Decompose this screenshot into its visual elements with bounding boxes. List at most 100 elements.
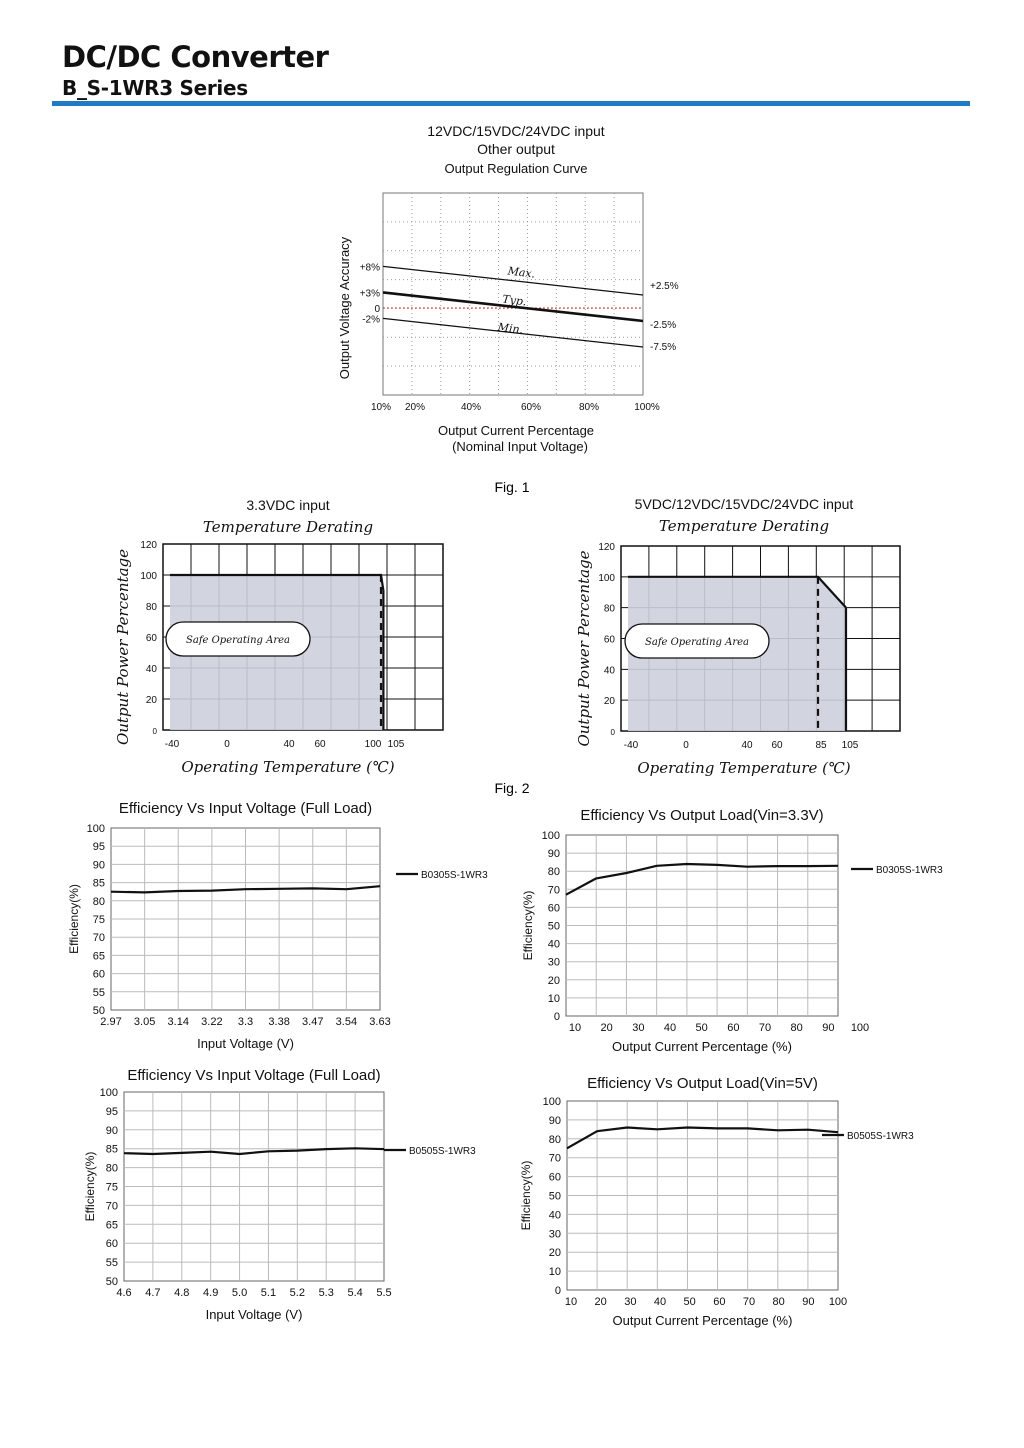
reg-series-line [382,291,644,323]
derate33-y-tick: 80 [146,602,158,613]
derate5-region-pill [624,623,770,659]
eff_load_5-x-tick: 30 [624,1296,636,1308]
eff_load_5-x-tick: 100 [829,1296,847,1308]
derate5-y-tick: 40 [604,665,616,676]
page-subtitle: B_S-1WR3 Series [62,76,248,100]
eff_load_5-title: Efficiency Vs Output Load(Vin=5V) [587,1075,818,1092]
eff_load_33-y-tick: 10 [548,993,560,1005]
reg-plot-frame [382,192,644,396]
reg-ylabel: Output Voltage Accuracy [337,236,352,379]
reg-right-label: -2.5% [650,320,676,331]
eff_load_33-y-tick: 30 [548,957,560,969]
reg-x-tick: 100% [634,402,660,413]
eff_vin_5-y-tick: 65 [106,1219,118,1231]
eff_load_33-x-tick: 90 [822,1022,834,1034]
eff_vin_5-xlabel: Input Voltage (V) [206,1307,303,1322]
derate5-subtitle: Temperature Derating [659,517,829,535]
eff_load_5-y-tick: 0 [555,1285,561,1297]
reg-x-tick: 60% [521,402,541,413]
eff_vin_5-y-tick: 100 [100,1087,118,1099]
eff_vin_5-title: Efficiency Vs Input Voltage (Full Load) [127,1067,380,1084]
derate5-region-label: Safe Operating Area [645,637,749,648]
eff_load_33-y-tick: 70 [548,884,560,896]
eff_load_33-y-tick: 60 [548,902,560,914]
eff_load_33-y-tick: 100 [542,830,560,842]
reg-left-label: 0 [374,304,380,315]
derate33-region-label: Safe Operating Area [186,635,290,646]
eff_load_5-y-tick: 70 [549,1153,561,1165]
eff_vin_5-y-tick: 80 [106,1163,118,1175]
eff_vin_33-y-tick: 60 [93,969,105,981]
eff_load_5-x-tick: 90 [802,1296,814,1308]
eff_vin_33-y-tick: 80 [93,896,105,908]
derate5-x-tick: 60 [771,740,783,751]
derate5-xlabel: Operating Temperature (℃) [637,759,850,777]
derate5-y-tick: 100 [598,573,615,584]
reg-title-line-2: Other output [477,141,555,157]
eff_vin_33-y-tick: 65 [93,950,105,962]
eff_vin_33-x-tick: 3.22 [201,1016,222,1028]
eff_vin_5-x-tick: 5.5 [376,1287,391,1299]
eff_load_5-y-tick: 30 [549,1228,561,1240]
eff_load_5-y-tick: 10 [549,1266,561,1278]
eff_load_5-x-tick: 40 [654,1296,666,1308]
eff_load_33-x-tick: 50 [696,1022,708,1034]
eff_vin_33-y-tick: 75 [93,914,105,926]
derate5-derating-line [628,575,847,609]
eff_load_5-x-tick: 60 [713,1296,725,1308]
reg-series-label: Typ. [502,293,527,309]
eff_load_33-title: Efficiency Vs Output Load(Vin=3.3V) [580,807,823,824]
derate5-x-tick: 0 [683,740,689,751]
derate5-x-tick: 40 [741,740,753,751]
reg-x-tick: 10% [371,402,391,413]
eff_vin_33-y-tick: 100 [87,823,105,835]
eff_vin_5-x-tick: 4.8 [174,1287,189,1299]
eff_vin_33-y-tick: 55 [93,987,105,999]
eff_vin_33-x-tick: 3.63 [369,1016,390,1028]
eff_vin_5-y-tick: 95 [106,1106,118,1118]
eff_vin_33-x-tick: 3.14 [168,1016,189,1028]
eff_vin_5-x-tick: 4.6 [116,1287,131,1299]
eff_load_33-x-tick: 80 [791,1022,803,1034]
eff_load_5-y-tick: 90 [549,1115,561,1127]
derate33-x-tick: -40 [165,739,180,750]
eff_vin_5-x-tick: 5.2 [290,1287,305,1299]
reg-series-line [382,265,644,296]
derate33-xlabel: Operating Temperature (℃) [181,758,394,776]
eff_vin_5-series-line [123,1147,385,1156]
eff_load_33-y-tick: 50 [548,921,560,933]
eff_load_33-x-tick: 70 [759,1022,771,1034]
eff_vin_33-y-tick: 85 [93,878,105,890]
eff_vin_33-x-tick: 3.05 [134,1016,155,1028]
eff_load_33-legend-label: B0305S-1WR3 [876,865,943,876]
eff_vin_5-x-tick: 5.0 [232,1287,247,1299]
eff_load_33-x-tick: 20 [601,1022,613,1034]
eff_vin_5-y-tick: 70 [106,1200,118,1212]
eff_vin_5-y-tick: 85 [106,1144,118,1156]
fig2-label: Fig. 2 [494,780,529,796]
eff_load_5-y-tick: 60 [549,1172,561,1184]
eff_load_5-series-line [566,1126,839,1150]
derate33-y-tick: 0 [153,727,158,736]
reg-x-tick: 80% [579,402,599,413]
eff_load_33-x-tick: 10 [569,1022,581,1034]
reg-left-label: +3% [360,288,380,299]
reg-x-tick: 40% [461,402,481,413]
header-divider [52,101,970,106]
eff_load_33-y-tick: 0 [554,1011,560,1023]
eff_load_33-y-tick: 80 [548,866,560,878]
eff_vin_33-legend-label: B0305S-1WR3 [421,870,488,881]
reg-series-label: Max. [506,264,536,280]
eff_vin_33-series-line [110,885,381,894]
eff_load_33-series-line [565,862,839,896]
derate33-y-tick: 100 [140,571,157,582]
derate33-x-tick: 60 [314,739,326,750]
eff_vin_5-y-tick: 75 [106,1182,118,1194]
eff_load_5-y-tick: 20 [549,1247,561,1259]
derate33-y-tick: 40 [146,664,158,675]
eff_vin_5-y-tick: 55 [106,1257,118,1269]
eff_load_5-x-tick: 10 [565,1296,577,1308]
reg-xlabel-2: (Nominal Input Voltage) [452,439,588,454]
reg-series-label: Min. [496,320,524,336]
